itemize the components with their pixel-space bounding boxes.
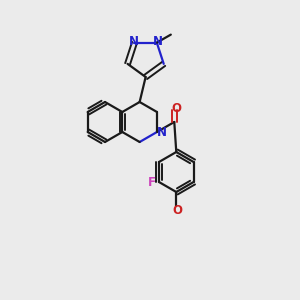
Text: O: O — [171, 103, 181, 116]
Text: N: N — [157, 125, 167, 139]
Text: O: O — [172, 203, 182, 217]
Text: N: N — [128, 35, 139, 48]
Text: N: N — [153, 35, 163, 48]
Text: F: F — [148, 176, 156, 188]
